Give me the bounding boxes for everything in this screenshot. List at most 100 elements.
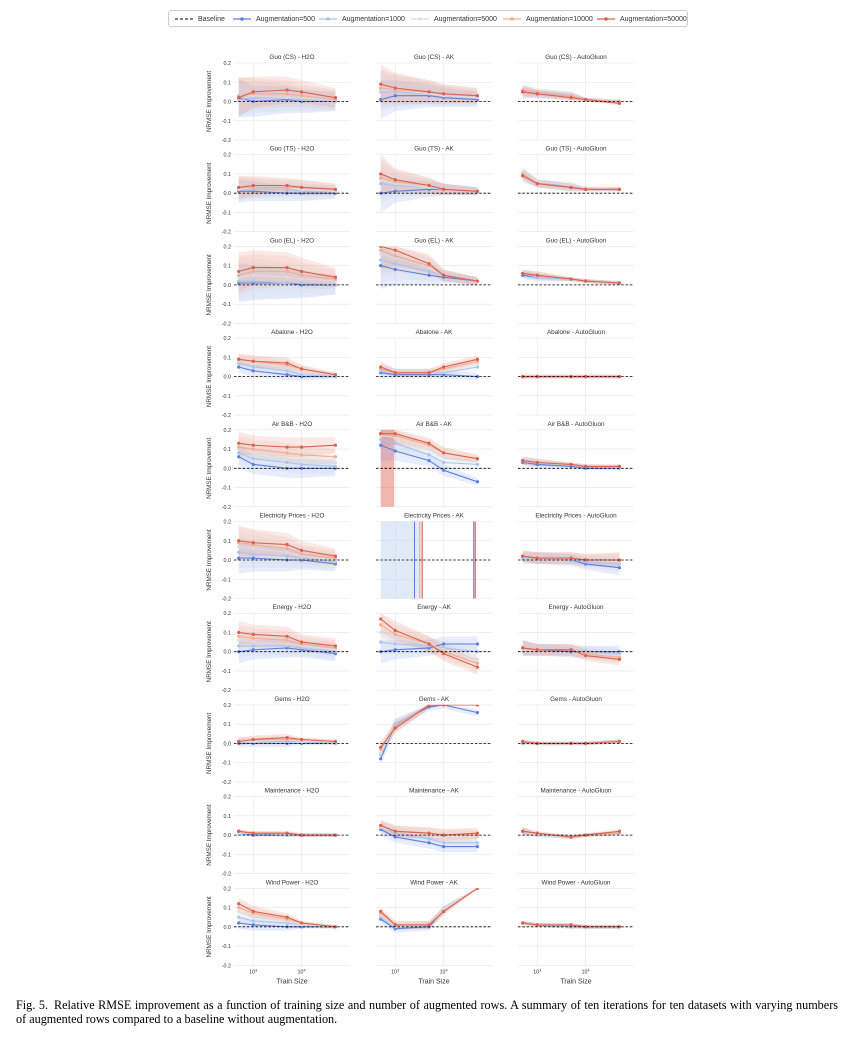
data-point (569, 185, 573, 190)
confidence-band (380, 158, 478, 197)
data-point (427, 269, 431, 274)
data-point (251, 457, 255, 461)
data-point (379, 623, 383, 627)
data-point (427, 441, 431, 445)
data-point (393, 189, 397, 193)
subplot-title: Abalone - AK (416, 329, 454, 336)
series-group (379, 355, 480, 381)
data-point (535, 460, 539, 465)
series-group (237, 829, 338, 837)
confidence-band (380, 70, 478, 110)
data-point (333, 554, 338, 558)
data-point (442, 468, 446, 472)
y-tick-label: 0.1 (224, 80, 232, 86)
subplot-title: Guo (TS) - H2O (270, 146, 315, 153)
confidence-band (380, 636, 478, 664)
y-tick-label: 0.2 (224, 336, 232, 342)
y-tick-label: -0.2 (222, 963, 231, 969)
subplot: Abalone - AutoGluon (518, 329, 634, 416)
data-point (251, 919, 255, 923)
legend-item-aug-5000: Augmentation=5000 (411, 12, 497, 26)
data-point (285, 96, 289, 100)
subplot: Wind Power - H2O 0.2 0.1 0.0 -0.1 -0.2 103 104 T… (222, 879, 350, 985)
data-point (442, 652, 446, 656)
data-point (475, 711, 480, 715)
data-point (475, 657, 480, 662)
subplot-title: Guo (TS) - AutoGluon (546, 146, 607, 153)
data-point (617, 281, 622, 285)
legend-swatch-aug-5000 (411, 14, 429, 24)
subplot: Maintenance - AutoGluon (518, 788, 634, 874)
data-point (251, 648, 255, 652)
data-point (251, 552, 255, 556)
subplot: Abalone - AK (376, 329, 492, 416)
data-point (285, 554, 289, 558)
data-point (237, 441, 241, 445)
data-point (285, 445, 289, 449)
x-axis-label: Train Size (418, 978, 449, 985)
y-tick-label: 0.2 (224, 886, 232, 892)
y-tick-label: 0.0 (224, 650, 232, 656)
data-point (379, 640, 383, 644)
data-point (475, 704, 480, 707)
data-point (333, 644, 338, 648)
data-point (285, 460, 289, 465)
data-point (237, 829, 241, 833)
data-point (285, 281, 289, 285)
legend: Baseline Augmentation=500 Augmentation=1… (168, 10, 688, 27)
data-point (300, 281, 304, 285)
data-point (393, 449, 397, 453)
data-point (237, 269, 241, 274)
data-point (251, 90, 255, 94)
subplot: Maintenance - H2O 0.2 0.1 0.0 -0.1 -0.2 (222, 788, 350, 878)
subplot-title: Electricity Prices - AK (404, 513, 465, 520)
data-point (569, 835, 573, 839)
data-point (617, 925, 622, 929)
y-tick-label: -0.1 (222, 394, 231, 400)
series-group (379, 64, 480, 119)
data-point (521, 459, 525, 463)
data-point (285, 92, 289, 96)
data-point (393, 178, 397, 182)
data-point (617, 187, 622, 191)
series-group (379, 429, 480, 486)
data-point (300, 373, 304, 377)
subplot-title: Energy - AK (417, 604, 451, 611)
y-tick-label: -0.2 (222, 230, 231, 236)
data-point (379, 82, 383, 86)
x-tick-label: 103 (249, 968, 257, 975)
subplot: Guo (TS) - AutoGluon (518, 146, 634, 232)
confidence-band (380, 704, 478, 753)
legend-label: Augmentation=10000 (526, 15, 593, 23)
subplot-title: Air B&B - H2O (272, 421, 313, 428)
data-point (521, 554, 525, 558)
x-tick-label: 103 (533, 968, 541, 975)
y-tick-label: 0.1 (224, 264, 232, 270)
legend-item-aug-50000: Augmentation=50000 (597, 12, 687, 26)
data-point (379, 745, 383, 749)
data-point (569, 462, 573, 467)
data-point (333, 443, 338, 447)
confidence-band (380, 164, 478, 203)
x-tick-label: 104 (582, 968, 590, 975)
y-tick-label: -0.2 (222, 872, 231, 878)
data-point (300, 462, 304, 467)
data-point (251, 737, 255, 742)
subplot-title: Wind Power - AutoGluon (542, 879, 611, 886)
subplot: Energy - AutoGluon (518, 604, 634, 691)
legend-label: Augmentation=5000 (434, 15, 497, 23)
data-point (521, 271, 525, 275)
y-tick-label: 0.1 (224, 630, 232, 636)
subplot: Guo (CS) - H2O 0.2 0.1 0.0 -0.1 -0.2 (222, 54, 350, 144)
series-group (521, 84, 622, 106)
data-point (251, 451, 255, 455)
data-point (285, 457, 289, 461)
y-axis-label: NRMSE Improvement (206, 162, 213, 223)
data-point (237, 445, 241, 449)
data-point (333, 96, 338, 100)
subplot: Electricity Prices - AutoGluon (518, 513, 634, 599)
legend-swatch-baseline (175, 14, 193, 24)
confidence-band (238, 76, 336, 115)
data-point (379, 437, 383, 442)
legend-label: Augmentation=1000 (342, 15, 405, 23)
